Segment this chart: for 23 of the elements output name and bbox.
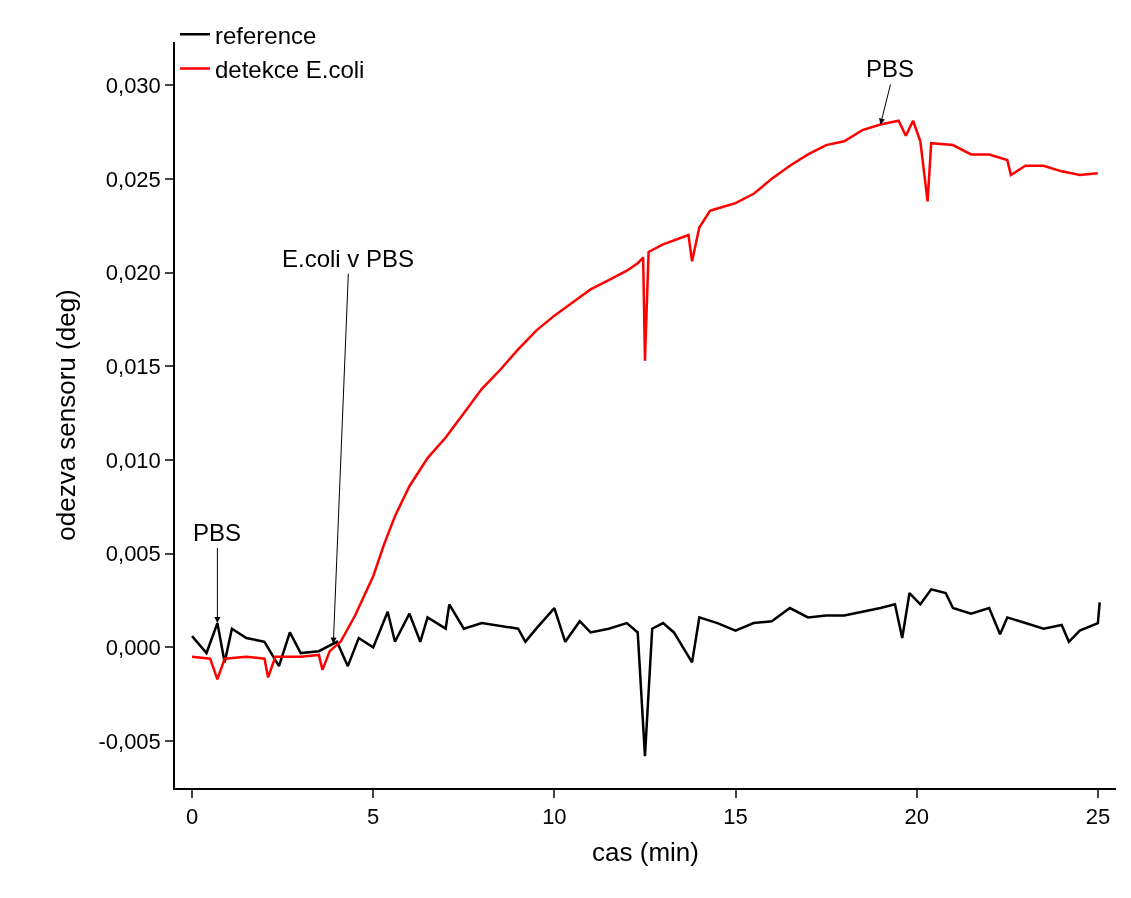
annotation: E.coli v PBS [282,245,415,272]
x-tick-label: 20 [904,804,929,830]
y-tick-label: 0,030 [105,72,161,98]
y-tick-label: 0,010 [105,447,161,473]
x-tick-label: 15 [723,804,748,830]
y-tick-label: 0,005 [105,541,161,567]
line-series [190,588,1101,758]
line-series [190,119,1100,681]
x-tick-label: 25 [1085,804,1111,830]
y-tick-label: 0,000 [105,635,161,661]
y-tick-label: -0,005 [98,728,161,754]
annotation: PBS [866,55,915,82]
x-tick-label: 10 [542,804,567,830]
legend-label: detekce E.coli [215,55,365,83]
annotation: PBS [193,519,242,546]
x-tick-label: 0 [185,804,199,830]
y-tick-label: 0,015 [105,353,161,379]
y-tick-label: 0,025 [105,166,161,192]
x-axis-title: cas (min) [592,837,699,868]
y-tick-label: 0,020 [105,260,161,286]
legend-label: reference [215,21,317,49]
y-axis-title: odezva sensoru (deg) [51,289,82,541]
x-tick-label: 5 [367,804,380,830]
